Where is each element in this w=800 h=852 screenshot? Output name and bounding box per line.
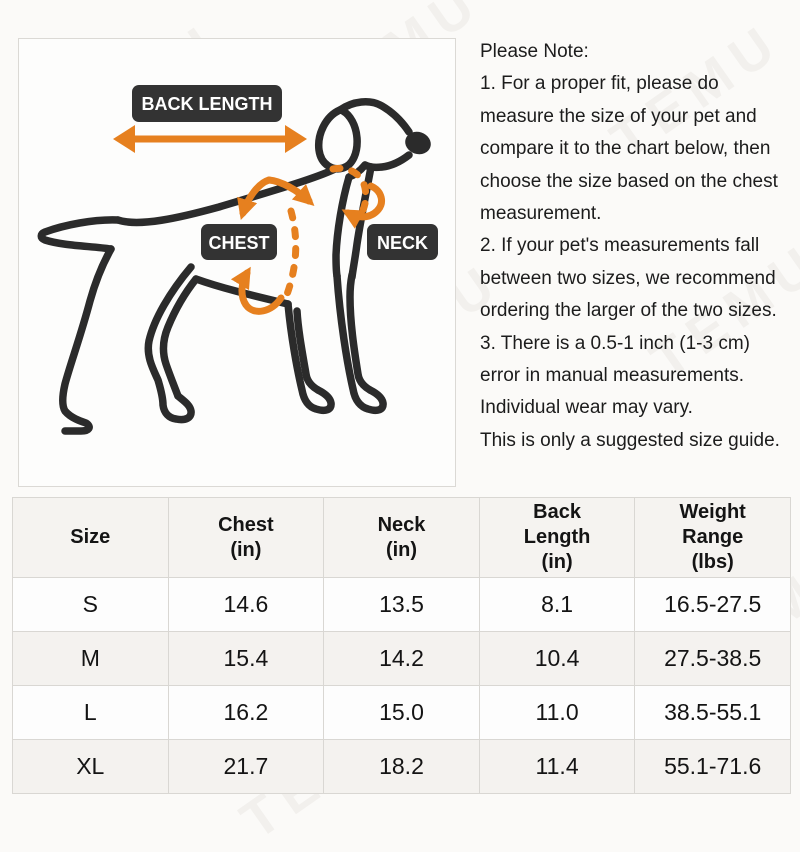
note-line: error in manual measurements. xyxy=(480,365,744,387)
table-cell: 11.0 xyxy=(478,685,636,740)
chest-curved-arrow xyxy=(230,266,285,315)
table-row-s: S 14.6 13.5 8.1 16.5-27.5 xyxy=(12,577,791,632)
table-cell: 16.2 xyxy=(167,685,325,740)
measurement-arrows xyxy=(127,135,385,315)
note-line: Individual wear may vary. xyxy=(480,397,693,419)
neck-dashed-line xyxy=(329,164,370,218)
column-header-chest: Chest (in) xyxy=(167,497,325,578)
column-header-weight: Weight Range (lbs) xyxy=(634,497,791,578)
withers-arrow-right xyxy=(265,176,315,206)
table-cell: 21.7 xyxy=(167,739,325,794)
chest-label-box xyxy=(201,224,277,260)
neck-label-box xyxy=(367,224,438,260)
note-line: compare it to the chart below, then xyxy=(480,138,771,160)
note-line: 3. There is a 0.5-1 inch (1-3 cm) xyxy=(480,332,750,354)
back-length-label: BACK LENGTH xyxy=(142,94,273,114)
note-line: between two sizes, we recommend xyxy=(480,267,776,289)
dog-measurement-diagram: BACK LENGTH CHEST NECK xyxy=(37,85,438,435)
size-table: Size Chest (in) Neck (in) Back Length (i… xyxy=(12,497,791,794)
chest-label: CHEST xyxy=(208,233,269,253)
back-length-label-box xyxy=(132,85,282,122)
column-header-neck: Neck (in) xyxy=(323,497,480,578)
table-cell: M xyxy=(12,631,169,686)
note-line: 2. If your pet's measurements fall xyxy=(480,235,760,257)
dog-outline xyxy=(37,98,413,435)
neck-curved-arrow xyxy=(341,182,385,229)
diagram-labels: BACK LENGTH CHEST NECK xyxy=(132,85,438,260)
neck-label: NECK xyxy=(377,233,428,253)
table-cell: 11.4 xyxy=(478,739,636,794)
table-row-m: M 15.4 14.2 10.4 27.5-38.5 xyxy=(12,631,791,686)
table-row-l: L 16.2 15.0 11.0 38.5-55.1 xyxy=(12,685,791,740)
note-title: Please Note: xyxy=(480,41,589,62)
note-line: This is only a suggested size guide. xyxy=(480,429,780,451)
note-line: choose the size based on the chest xyxy=(480,170,778,192)
measurement-diagram-panel: BACK LENGTH CHEST NECK xyxy=(18,38,456,487)
table-cell: 8.1 xyxy=(478,577,636,632)
column-header-back-length: Back Length (in) xyxy=(478,497,636,578)
chest-dashed-line xyxy=(282,207,300,301)
note-line: ordering the larger of the two sizes. xyxy=(480,300,777,322)
dog-nose xyxy=(405,131,431,155)
table-cell: 38.5-55.1 xyxy=(634,685,791,740)
table-row-xl: XL 21.7 18.2 11.4 55.1-71.6 xyxy=(12,739,791,794)
table-cell: 18.2 xyxy=(323,739,480,794)
table-cell: 16.5-27.5 xyxy=(634,577,791,632)
table-cell: 27.5-38.5 xyxy=(634,631,791,686)
note-section: Please Note: 1. For a proper fit, please… xyxy=(480,36,780,457)
table-cell: S xyxy=(12,577,169,632)
table-cell: 55.1-71.6 xyxy=(634,739,791,794)
table-cell: 14.6 xyxy=(167,577,325,632)
note-line: measurement. xyxy=(480,203,602,225)
table-cell: 10.4 xyxy=(478,631,636,686)
table-cell: 15.4 xyxy=(167,631,325,686)
table-cell: 14.2 xyxy=(323,631,480,686)
table-header-row: Size Chest (in) Neck (in) Back Length (i… xyxy=(12,497,791,578)
back-length-arrowheads xyxy=(113,125,307,153)
note-line: measure the size of your pet and xyxy=(480,105,757,127)
table-cell: L xyxy=(12,685,169,740)
table-cell: 13.5 xyxy=(323,577,480,632)
table-cell: 15.0 xyxy=(323,685,480,740)
size-guide-page: { "watermark": { "text": "TEMU" }, "diag… xyxy=(12,0,800,851)
table-cell: XL xyxy=(12,739,169,794)
column-header-size: Size xyxy=(12,497,169,578)
note-line: 1. For a proper fit, please do xyxy=(480,73,719,95)
